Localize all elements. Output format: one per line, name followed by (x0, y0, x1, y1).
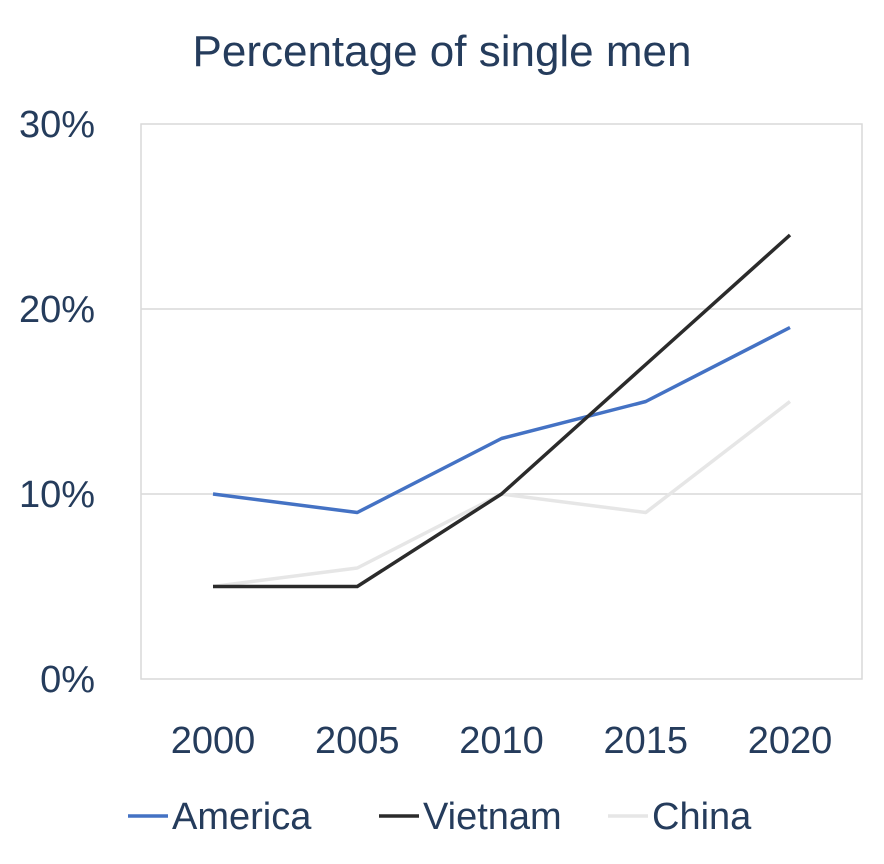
y-tick-label: 30% (19, 104, 95, 146)
legend-item-china: China (608, 796, 752, 838)
x-axis-ticks: 2000 2005 2010 2015 2020 (171, 720, 833, 762)
gridlines (141, 308, 862, 495)
y-tick-label: 20% (19, 289, 95, 331)
legend-item-vietnam: Vietnam (379, 796, 562, 838)
y-axis-ticks: 0% 10% 20% 30% (19, 104, 95, 701)
y-tick-label: 0% (40, 659, 95, 701)
series-line-vietnam (213, 233, 792, 589)
x-tick-label: 2005 (315, 720, 400, 762)
legend-label: China (652, 796, 752, 838)
series-lines (212, 233, 792, 589)
x-tick-label: 2020 (748, 720, 833, 762)
series-line-america (212, 325, 791, 515)
x-tick-label: 2015 (603, 720, 688, 762)
legend-label: America (172, 796, 312, 838)
x-tick-label: 2000 (171, 720, 256, 762)
plot-area (140, 123, 863, 680)
plot-border (140, 123, 863, 680)
y-tick-label: 10% (19, 474, 95, 516)
legend-label: Vietnam (423, 796, 562, 838)
legend: America Vietnam China (128, 796, 752, 838)
legend-item-america: America (128, 796, 312, 838)
chart-title: Percentage of single men (193, 27, 692, 76)
x-tick-label: 2010 (459, 720, 544, 762)
